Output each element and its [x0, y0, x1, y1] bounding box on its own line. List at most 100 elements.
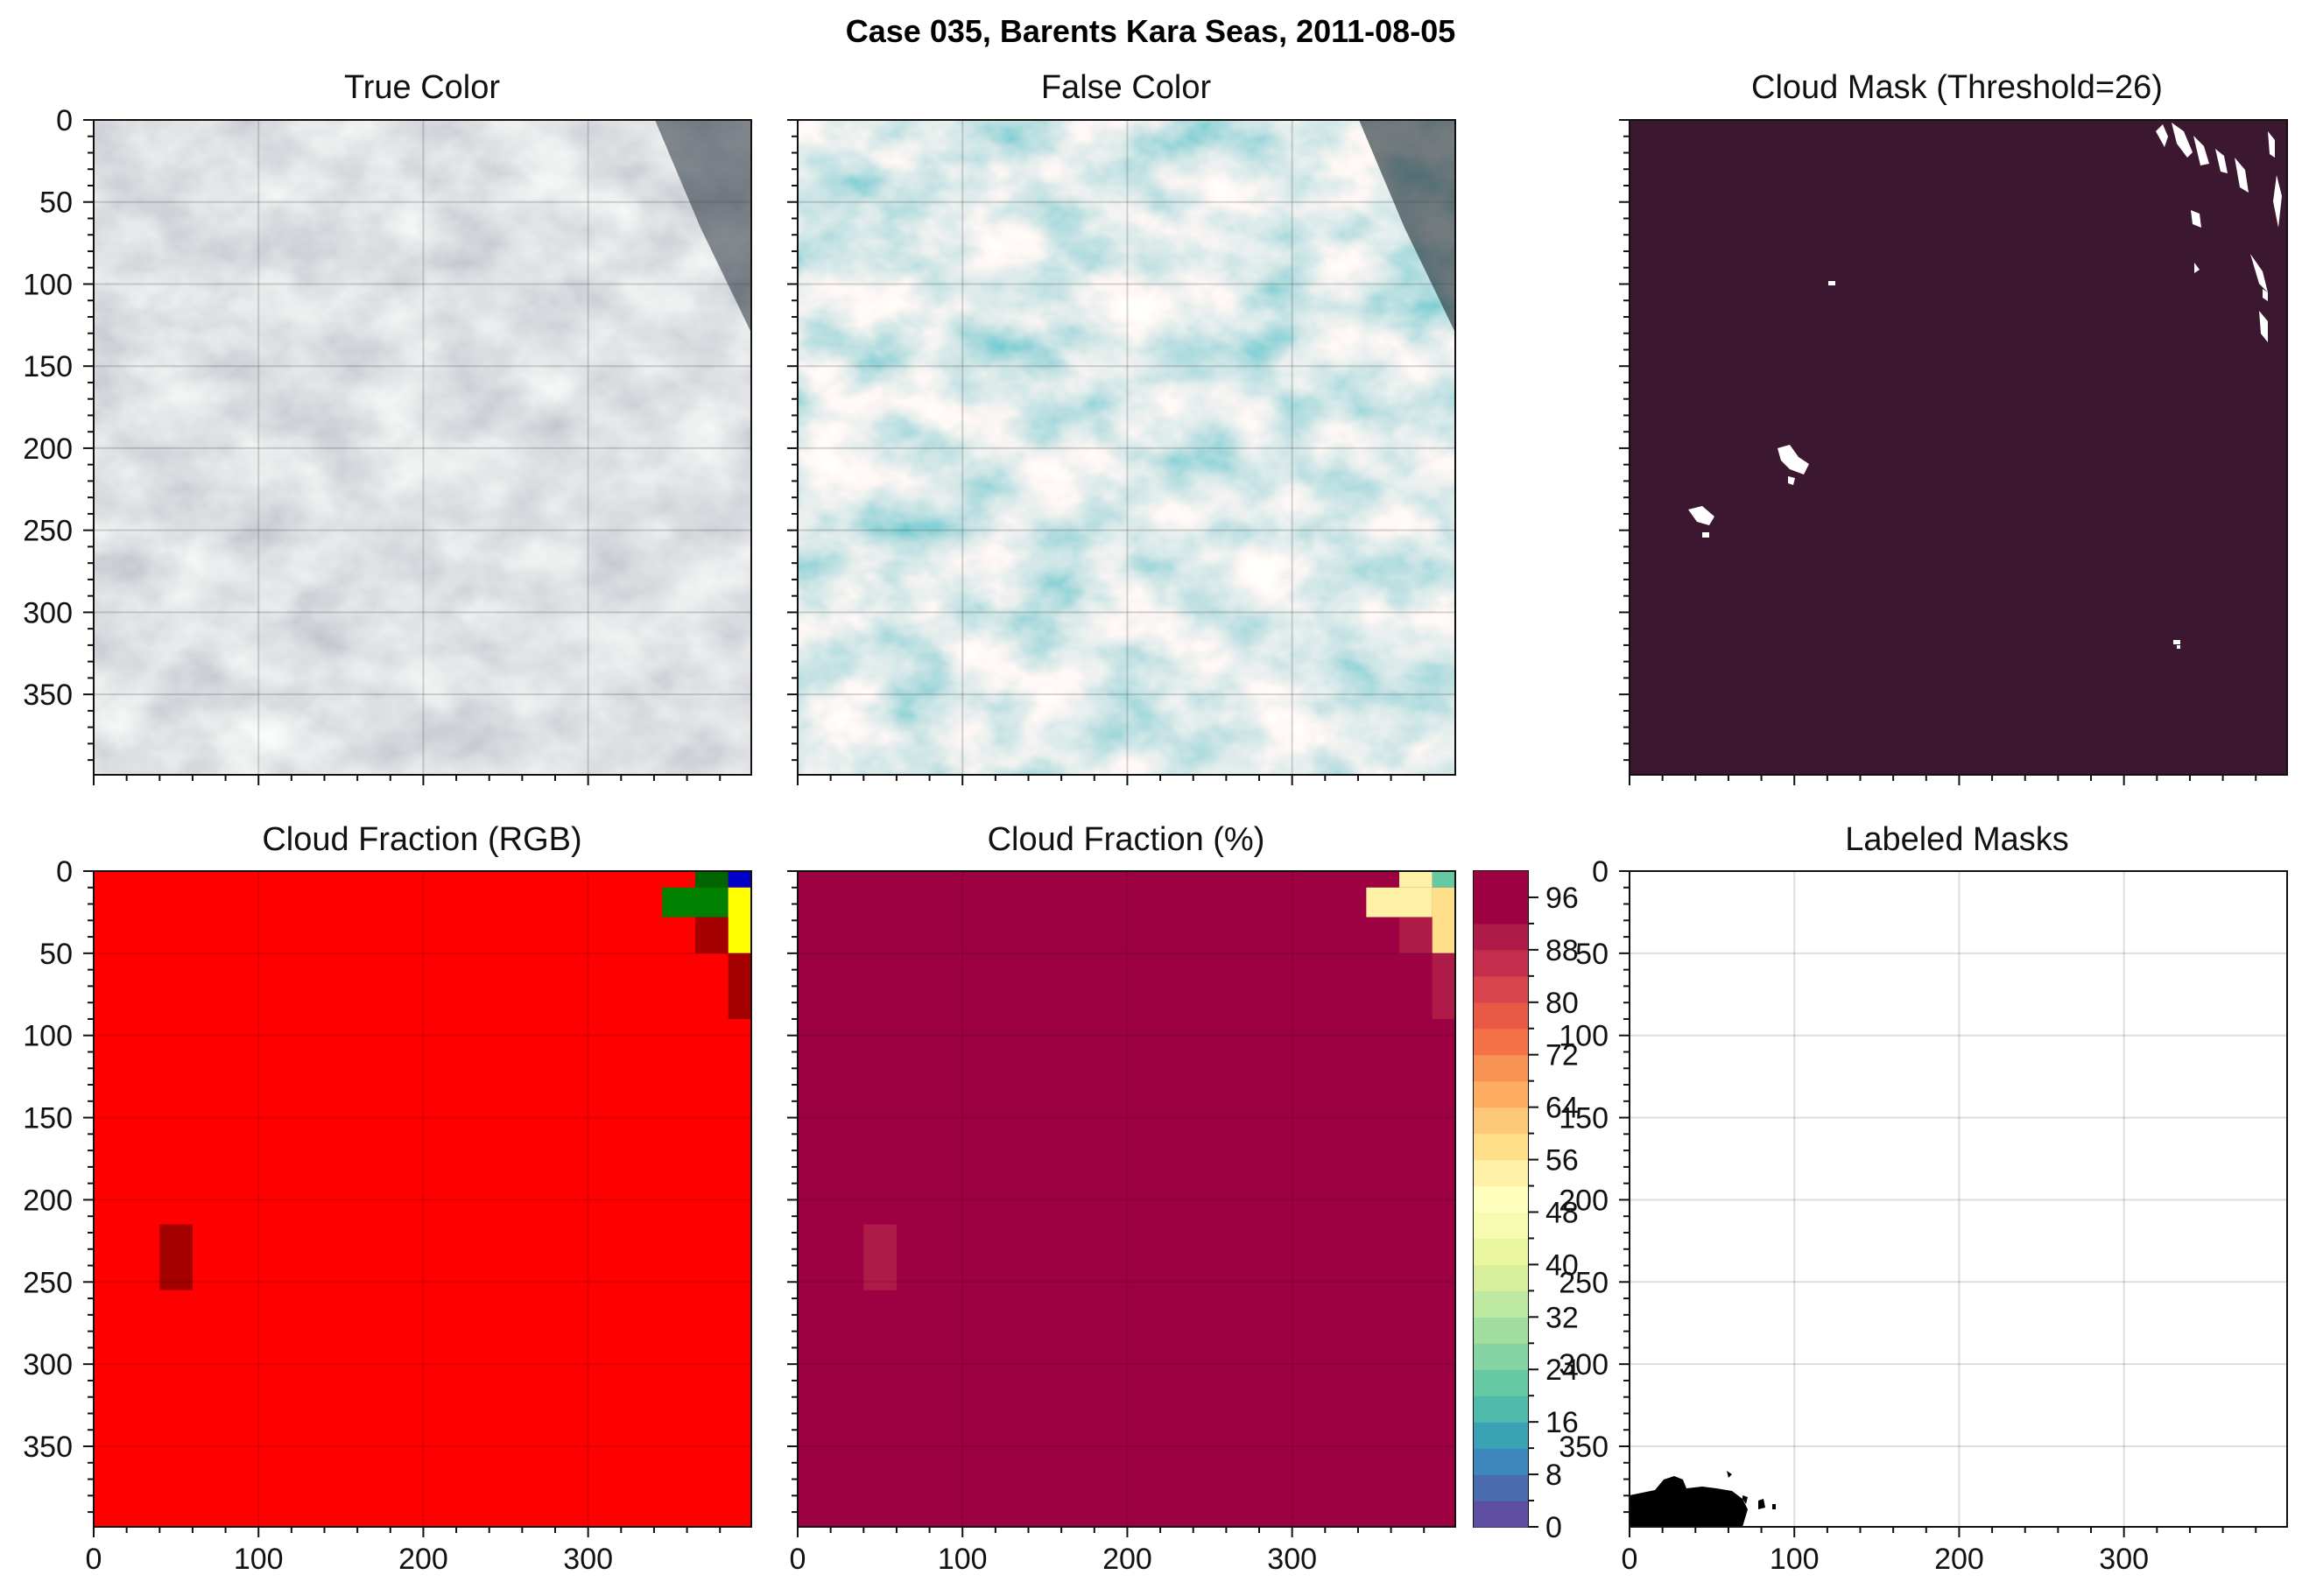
- y-tick-label: 250: [23, 1266, 73, 1299]
- colorbar-tick-label: 88: [1545, 934, 1579, 967]
- panel-title-labeled: Labeled Masks: [1845, 821, 2069, 858]
- colorbar-segment-7: [1474, 1317, 1528, 1344]
- cf-rgb-cell-1: [728, 871, 751, 888]
- colorbar-segment-23: [1474, 896, 1528, 925]
- y-tick-label: 0: [56, 104, 73, 137]
- cf-rgb-cell-4: [695, 917, 729, 953]
- y-tick-label: 150: [23, 1102, 73, 1135]
- y-tick-label: 0: [1592, 855, 1609, 889]
- colorbar-tick-label: 24: [1545, 1353, 1579, 1387]
- colorbar-tick-label: 56: [1545, 1144, 1579, 1178]
- panel-title-cloud-mask: Cloud Mask (Threshold=26): [1751, 69, 2163, 106]
- cf-pct-cell-5: [1432, 887, 1455, 953]
- y-tick-label: 200: [23, 432, 73, 466]
- cf-pct-cell-7: [1432, 953, 1455, 1019]
- colorbar-segment-15: [1474, 1107, 1528, 1135]
- labeled-masks-image: [1630, 871, 2287, 1527]
- x-tick-label: 0: [86, 1543, 102, 1576]
- cf-rgb-heatmap: [94, 871, 751, 1527]
- cloud-mask-image: [1630, 120, 2287, 775]
- colorbar-tick-label: 0: [1545, 1511, 1562, 1544]
- y-tick-label: 300: [23, 596, 73, 629]
- colorbar-tick-label: 48: [1545, 1196, 1579, 1229]
- y-tick-label: 300: [23, 1348, 73, 1382]
- false-color-image: [798, 120, 1455, 775]
- colorbar-segment-3: [1474, 1422, 1528, 1449]
- cf-pct-cell-8: [863, 1224, 897, 1290]
- colorbar-tick-label: 64: [1545, 1092, 1579, 1125]
- colorbar-tick-label: 80: [1545, 987, 1579, 1020]
- gridlines: [94, 120, 2287, 1527]
- colorbar-segment-17: [1474, 1054, 1528, 1082]
- cf-rgb-cell-6: [159, 1224, 193, 1290]
- cf-rgb-cell-5: [728, 953, 751, 1019]
- colorbar-segment-4: [1474, 1396, 1528, 1423]
- colorbar-segment-16: [1474, 1080, 1528, 1108]
- colorbar-tick-label: 16: [1545, 1406, 1579, 1439]
- colorbar-segment-14: [1474, 1133, 1528, 1161]
- colorbar: 0 8 16 24 32 40 48 56 64 72 80 88 96: [1474, 871, 1579, 1544]
- colorbar-segment-10: [1474, 1238, 1528, 1265]
- x-tick-label: 300: [1267, 1543, 1317, 1576]
- colorbar-segment-11: [1474, 1212, 1528, 1240]
- cf-pct-cell-6: [1399, 917, 1433, 953]
- colorbar-tick-label: 32: [1545, 1301, 1579, 1334]
- x-tick-label: 100: [1770, 1543, 1820, 1576]
- cf-pct-heatmap: [798, 871, 1455, 1527]
- cf-pct-cell-1: [1399, 871, 1433, 888]
- colorbar-segment-1: [1474, 1474, 1528, 1501]
- colorbar-segment-2: [1474, 1448, 1528, 1475]
- x-tick-label: 200: [1102, 1543, 1152, 1576]
- y-tick-label: 50: [39, 938, 73, 971]
- colorbar-tick-label: 8: [1545, 1459, 1562, 1492]
- colorbar-segment-19: [1474, 1002, 1528, 1030]
- x-tick-label: 100: [938, 1543, 988, 1576]
- y-tick-label: 50: [39, 186, 73, 220]
- cf-pct-background: [798, 871, 1455, 1527]
- colorbar-segment-12: [1474, 1185, 1528, 1213]
- colorbar-segment-20: [1474, 975, 1528, 1003]
- x-tick-label: 100: [234, 1543, 284, 1576]
- cf-rgb-cell-3: [728, 887, 751, 953]
- y-tick-label: 350: [23, 1431, 73, 1464]
- y-tick-label: 150: [1559, 1102, 1609, 1135]
- y-tick-label: 100: [1559, 1020, 1609, 1053]
- x-tick-label: 0: [790, 1543, 806, 1576]
- cf-rgb-background: [94, 871, 751, 1527]
- x-tick-label: 200: [398, 1543, 448, 1576]
- colorbar-segment-24: [1474, 871, 1528, 898]
- x-tick-label: 300: [2099, 1543, 2149, 1576]
- panel-title-cf-pct: Cloud Fraction (%): [988, 821, 1265, 858]
- colorbar-segment-6: [1474, 1343, 1528, 1370]
- colorbar-segment-21: [1474, 949, 1528, 977]
- cf-rgb-cell-0: [695, 871, 729, 888]
- colorbar-tick-label: 96: [1545, 882, 1579, 915]
- y-tick-label: 350: [1559, 1431, 1609, 1464]
- colorbar-segment-13: [1474, 1159, 1528, 1187]
- cf-rgb-cell-2: [662, 887, 729, 918]
- colorbar-segment-5: [1474, 1369, 1528, 1396]
- y-tick-label: 100: [23, 268, 73, 301]
- y-tick-label: 0: [56, 855, 73, 889]
- panel-title-true-color: True Color: [344, 69, 500, 106]
- cf-pct-cell-3: [1366, 887, 1400, 918]
- y-tick-label: 150: [23, 350, 73, 383]
- axis-ticks: 0 100 200 300 0 100 200 300 0 100 200 300 0 50 100 150 2…: [23, 104, 2257, 1576]
- y-tick-label: 200: [1559, 1184, 1609, 1217]
- y-tick-label: 200: [23, 1184, 73, 1217]
- y-tick-label: 100: [23, 1020, 73, 1053]
- panel-title-cf-rgb: Cloud Fraction (RGB): [262, 821, 581, 858]
- x-tick-label: 300: [563, 1543, 613, 1576]
- colorbar-segment-9: [1474, 1264, 1528, 1291]
- y-tick-label: 250: [23, 515, 73, 548]
- colorbar-tick-label: 72: [1545, 1039, 1579, 1072]
- y-tick-label: 250: [1559, 1266, 1609, 1299]
- colorbar-segment-8: [1474, 1290, 1528, 1318]
- y-tick-label: 300: [1559, 1348, 1609, 1382]
- colorbar-segment-0: [1474, 1501, 1528, 1528]
- colorbar-segment-22: [1474, 923, 1528, 951]
- colorbar-tick-label: 40: [1545, 1248, 1579, 1282]
- y-tick-label: 50: [1575, 938, 1609, 971]
- x-tick-label: 0: [1622, 1543, 1638, 1576]
